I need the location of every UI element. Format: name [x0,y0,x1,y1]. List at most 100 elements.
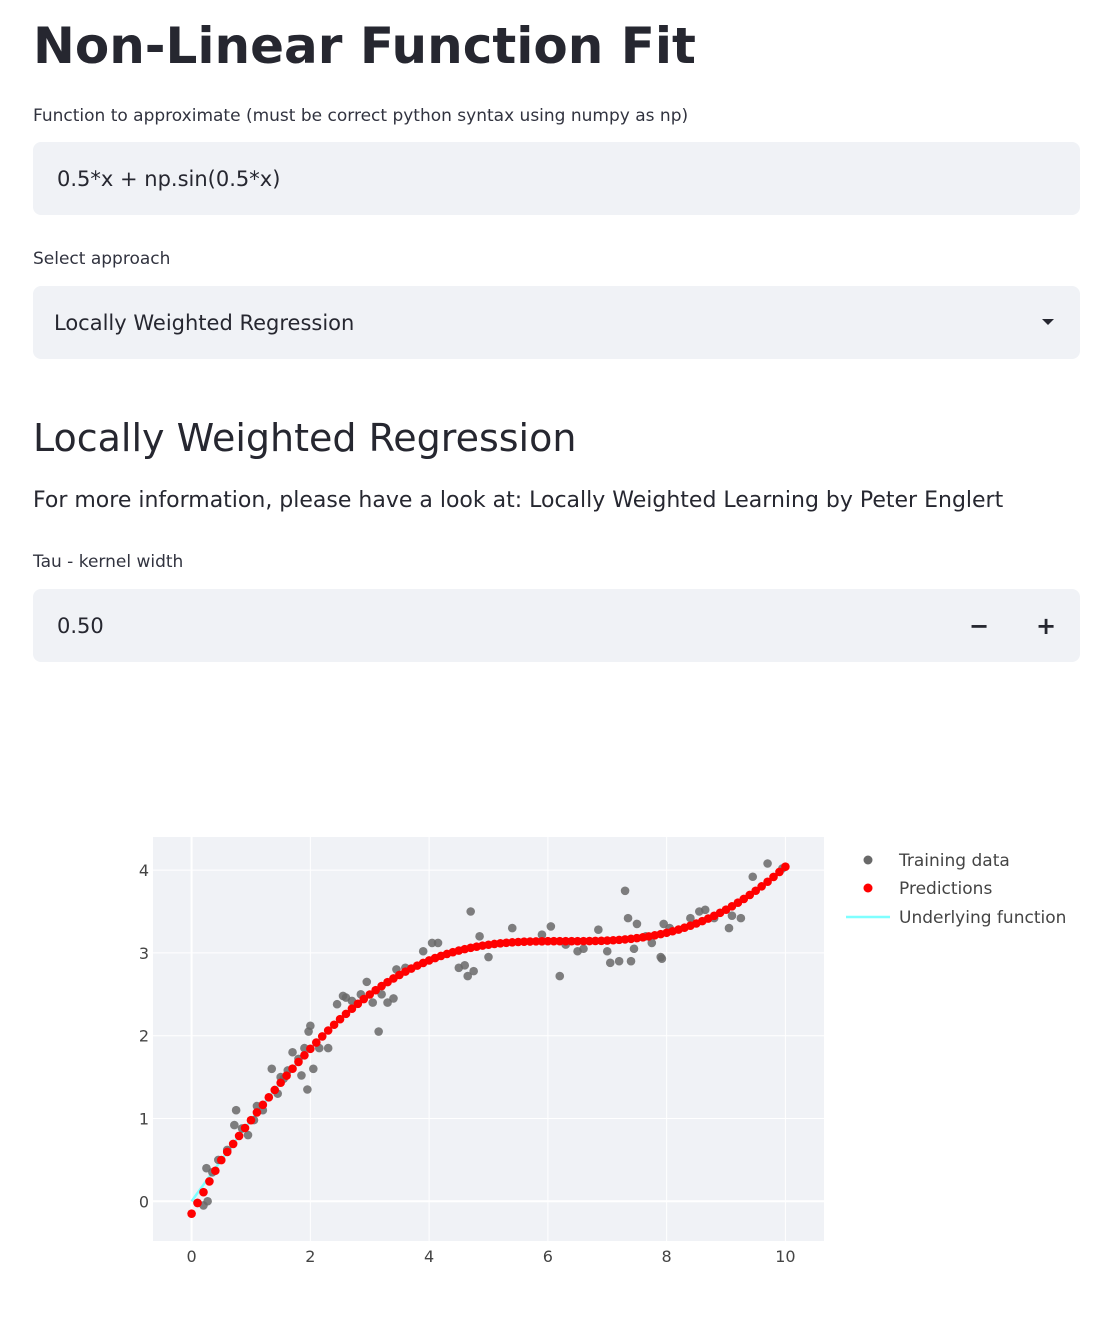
training-point [463,971,473,981]
decrement-button[interactable]: − [968,611,990,640]
training-point [297,1071,306,1080]
training-point [389,994,398,1003]
prediction-point [252,1108,262,1117]
prediction-point [228,1139,238,1149]
training-point [748,872,758,882]
legend-label: Predictions [899,879,992,899]
training-point [418,946,428,956]
prediction-point [193,1198,202,1208]
function-field-label: Function to approximate (must be correct… [33,106,689,126]
info-text: For more information, please have a look… [33,488,1004,513]
prediction-point [317,1032,327,1041]
y-tick-label: 1 [139,1109,149,1128]
training-point [686,913,695,923]
legend-label: Underlying function [899,908,1066,928]
prediction-point [187,1209,196,1218]
y-tick-label: 4 [139,861,149,880]
x-tick-label: 2 [305,1247,315,1266]
function-input[interactable]: 0.5*x + np.sin(0.5*x) [33,142,1080,215]
tau-number-input[interactable]: 0.50 − + [33,589,1080,662]
prediction-point [781,862,790,872]
prediction-point [300,1050,309,1060]
training-point [632,919,642,929]
training-point [362,977,372,987]
prediction-point [561,936,570,946]
training-point [620,886,630,896]
training-point [700,905,710,915]
training-point [466,907,475,916]
prediction-point [543,936,553,946]
legend-label: Training data [898,851,1010,871]
prediction-point [264,1093,274,1102]
training-point [288,1047,297,1057]
prediction-point [567,936,576,946]
prediction-point [555,936,565,946]
prediction-point [585,936,594,946]
training-point [614,956,624,966]
training-point [594,925,603,935]
training-point [306,1021,315,1031]
training-point [368,998,378,1007]
prediction-point [276,1078,285,1088]
prediction-point [311,1038,321,1047]
x-tick-label: 10 [775,1247,795,1266]
y-tick-label: 3 [139,944,149,963]
prediction-point [751,886,761,896]
prediction-point [775,867,784,877]
approach-select-label: Select approach [33,249,171,269]
tau-field-label: Tau - kernel width [33,552,184,572]
training-point [303,1085,312,1094]
prediction-point [531,937,541,946]
training-point [647,938,657,948]
prediction-point [769,872,778,882]
regression-chart: 0 2 4 6 8 10 0 1 2 3 4 Training data Predictions Un… [139,837,1066,1266]
prediction-point [211,1166,220,1176]
training-point [555,971,565,981]
chevron-down-icon[interactable] [1042,319,1054,325]
prediction-point [347,1004,357,1014]
prediction-point [537,936,547,946]
training-point [727,911,737,920]
prediction-point [359,994,369,1004]
prediction-point [335,1014,345,1024]
plot-area [153,837,824,1241]
training-point [602,946,612,956]
training-point [507,923,517,933]
training-point [203,1196,212,1206]
training-point [736,913,746,923]
training-point [323,1043,333,1053]
prediction-point [234,1131,244,1141]
prediction-point [323,1026,333,1035]
prediction-point [270,1085,280,1095]
y-tick-label: 0 [139,1192,149,1211]
prediction-point [341,1009,351,1019]
training-point [579,944,588,954]
prediction-point [306,1044,315,1054]
prediction-point [579,936,588,946]
approach-select[interactable]: Locally Weighted Regression [33,286,1080,359]
training-point [332,999,342,1009]
prediction-point [216,1155,226,1165]
predictions-series [187,862,790,1218]
prediction-point [745,890,755,900]
training-point [243,1130,253,1140]
grid-lines [153,837,824,1241]
training-point [230,1120,239,1130]
training-point [546,922,556,931]
x-axis-ticks: 0 2 4 6 8 10 [187,1247,796,1266]
prediction-point [329,1020,339,1030]
prediction-point [763,877,772,887]
approach-select-value[interactable]: Locally Weighted Regression [54,311,355,335]
function-input-value[interactable]: 0.5*x + np.sin(0.5*x) [57,167,281,191]
x-tick-label: 4 [424,1247,434,1266]
increment-button[interactable]: + [1035,611,1057,640]
x-tick-label: 0 [187,1247,197,1266]
training-point [763,859,772,868]
training-point [629,944,639,954]
tau-input-value[interactable]: 0.50 [57,614,104,638]
y-axis-ticks: 0 1 2 3 4 [139,861,149,1211]
prediction-point [282,1071,291,1080]
x-tick-label: 8 [662,1247,672,1266]
training-point [374,1027,383,1036]
chart-legend: Training data Predictions Underlying funct… [846,851,1066,928]
